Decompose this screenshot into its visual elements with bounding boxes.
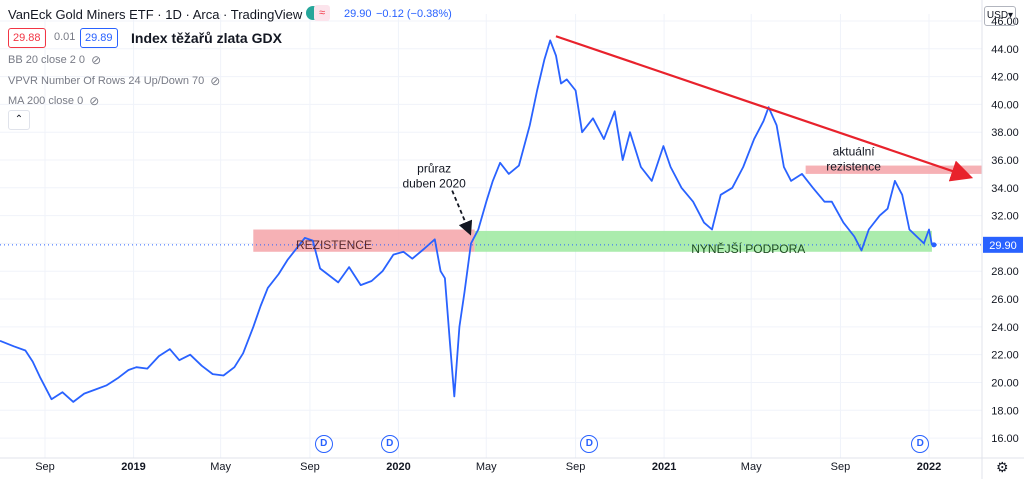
annotation-zone bbox=[805, 165, 982, 174]
price-change: −0.12 (−0.38%) bbox=[376, 8, 452, 20]
dividend-marker[interactable]: D bbox=[580, 435, 599, 453]
compare-icon[interactable]: ≈ bbox=[314, 5, 330, 21]
time-tick-label: 2019 bbox=[121, 461, 145, 473]
price-tick-label: 36.00 bbox=[991, 155, 1019, 167]
price-tick-label: 26.00 bbox=[991, 294, 1019, 306]
annotation-zones bbox=[253, 165, 982, 252]
current-price-label: 29.90 bbox=[989, 240, 1017, 252]
eye-off-icon[interactable]: ⊘ bbox=[210, 74, 221, 88]
currency-label: USD bbox=[986, 10, 1009, 21]
breakout-arrow bbox=[451, 190, 473, 236]
current-resistance-label-line1: aktuální bbox=[833, 145, 876, 159]
annotation-zone bbox=[253, 229, 475, 252]
time-tick-label: 2021 bbox=[652, 461, 676, 473]
time-tick-label: Sep bbox=[566, 461, 586, 473]
price-series bbox=[0, 39, 982, 403]
downtrend-line bbox=[555, 35, 974, 182]
time-tick-label: Sep bbox=[831, 461, 851, 473]
price-tick-label: 42.00 bbox=[991, 72, 1019, 84]
last-price-dot bbox=[931, 242, 937, 248]
current-price-tag bbox=[983, 236, 1023, 253]
indicator-label: BB 20 close 2 0 bbox=[8, 54, 86, 66]
chevron-down-icon: ▾ bbox=[1008, 10, 1014, 21]
eye-off-icon[interactable]: ⊘ bbox=[89, 94, 100, 108]
price-tick-label: 24.00 bbox=[991, 322, 1019, 334]
price-tick-label: 18.00 bbox=[991, 405, 1019, 417]
current-resistance-label-line2: rezistence bbox=[826, 160, 881, 174]
price-tick-label: 38.00 bbox=[991, 127, 1019, 139]
price-axis: 16.0018.0020.0022.0024.0026.0028.0030.00… bbox=[981, 0, 1023, 479]
spread-value: 0.01 bbox=[54, 31, 76, 43]
chevron-up-icon: ⌃ bbox=[14, 114, 24, 125]
time-tick-label: 2022 bbox=[917, 461, 941, 473]
eye-off-icon[interactable]: ⊘ bbox=[91, 53, 102, 67]
time-tick-label: Sep bbox=[300, 461, 320, 473]
bid-price[interactable]: 29.88 bbox=[8, 28, 46, 48]
ask-price[interactable]: 29.89 bbox=[80, 28, 118, 48]
indicator-vpvr[interactable]: VPVR Number Of Rows 24 Up/Down 70 ⊘ bbox=[8, 74, 220, 88]
last-price: 29.90 bbox=[344, 8, 372, 20]
price-tick-label: 16.00 bbox=[991, 433, 1019, 445]
dividend-marker[interactable]: D bbox=[380, 435, 399, 453]
indicator-label: MA 200 close 0 bbox=[8, 95, 84, 107]
time-axis: Sep 2019 May Sep 2020 May Sep 2021 May Sep 2022 bbox=[0, 457, 1024, 473]
price-tick-label: 32.00 bbox=[991, 211, 1019, 223]
breakout-label-line1: průraz bbox=[417, 162, 451, 176]
time-tick-label: Sep bbox=[35, 461, 55, 473]
breakout-label-line2: duben 2020 bbox=[402, 177, 466, 191]
time-tick-label: May bbox=[476, 461, 497, 473]
indicator-label: VPVR Number Of Rows 24 Up/Down 70 bbox=[8, 75, 205, 87]
time-tick-label: May bbox=[741, 461, 762, 473]
annotation-zone bbox=[474, 230, 932, 252]
annotation-overlays: REZISTENCE NYNĚJŠÍ PODPORA aktuálníreziste… bbox=[296, 35, 974, 256]
currency-button[interactable]: USD▾ bbox=[984, 6, 1016, 26]
price-tick-label: 46.00 bbox=[991, 16, 1019, 28]
indicator-bb[interactable]: BB 20 close 2 0 ⊘ bbox=[8, 53, 101, 67]
price-tick-label: 44.00 bbox=[991, 44, 1019, 56]
price-tick-label: 22.00 bbox=[991, 350, 1019, 362]
time-tick-label: May bbox=[210, 461, 231, 473]
resistance-label: REZISTENCE bbox=[296, 238, 372, 252]
price-tick-label: 34.00 bbox=[991, 183, 1019, 195]
price-tick-label: 40.00 bbox=[991, 99, 1019, 111]
collapse-legend-button[interactable]: ⌃ bbox=[8, 110, 30, 130]
symbol-title: VanEck Gold Miners ETF · 1D · Arca · Tra… bbox=[8, 7, 303, 22]
dividend-marker[interactable]: D bbox=[314, 435, 333, 453]
support-label: NYNĚJŠÍ PODPORA bbox=[691, 241, 805, 256]
price-tick-label: 28.00 bbox=[991, 266, 1019, 278]
chart-title: Index těžařů zlata GDX bbox=[131, 30, 282, 46]
dividend-marker[interactable]: D bbox=[911, 435, 930, 453]
price-line bbox=[0, 39, 933, 403]
indicator-ma[interactable]: MA 200 close 0 ⊘ bbox=[8, 94, 99, 108]
gear-icon[interactable]: ⚙ bbox=[996, 459, 1009, 475]
price-tick-label: 20.00 bbox=[991, 377, 1019, 389]
time-tick-label: 2020 bbox=[386, 461, 410, 473]
